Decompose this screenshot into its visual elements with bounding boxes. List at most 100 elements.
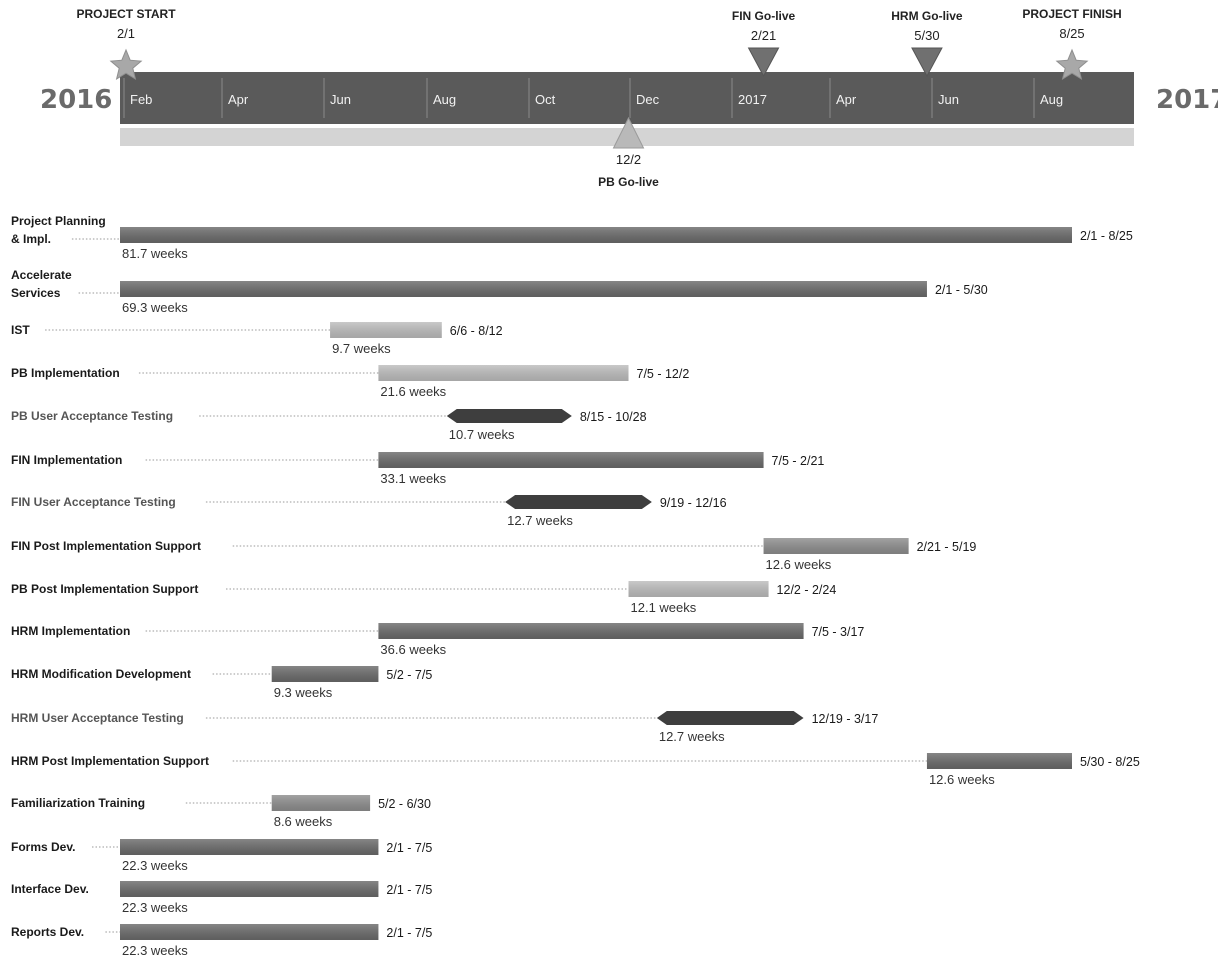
task-bar-shade [120, 227, 1072, 243]
task-bar-shade [378, 623, 804, 639]
task-rows: Project Planning & Impl. 2/1 - 8/25 81.7 we… [11, 214, 1140, 958]
task-dates: 2/1 - 7/5 [386, 841, 432, 855]
task-bar-shade [271, 795, 371, 811]
month-label: Aug [1040, 92, 1063, 107]
task-name: PB Implementation [11, 366, 120, 380]
task-dates: 2/1 - 7/5 [386, 883, 432, 897]
task-name: & Impl. [11, 232, 51, 246]
task-name: HRM Modification Development [11, 667, 191, 681]
milestone-date: 2/1 [117, 26, 135, 41]
task-name: Forms Dev. [11, 840, 75, 854]
task-row: HRM Modification Development 5/2 - 7/5 9.3… [11, 666, 432, 700]
milestone-label: PROJECT START [76, 7, 176, 21]
task-row: Interface Dev. 2/1 - 7/5 22.3 weeks [11, 881, 432, 915]
task-row: FIN User Acceptance Testing 9/19 - 12/16 1… [11, 495, 727, 528]
task-duration: 12.1 weeks [631, 600, 697, 615]
task-row: HRM Post Implementation Support 5/30 - 8/… [11, 753, 1140, 787]
month-label: 2017 [738, 92, 767, 107]
task-dates: 9/19 - 12/16 [660, 496, 727, 510]
month-label: Apr [228, 92, 249, 107]
task-duration: 36.6 weeks [380, 642, 446, 657]
task-row: Forms Dev. 2/1 - 7/5 22.3 weeks [11, 839, 432, 873]
task-bar-shade [120, 924, 379, 940]
task-dates: 7/5 - 2/21 [772, 454, 825, 468]
month-label: Dec [636, 92, 660, 107]
task-name: HRM Implementation [11, 624, 130, 638]
task-row: PB Implementation 7/5 - 12/2 21.6 weeks [11, 365, 689, 399]
task-dates: 2/1 - 7/5 [386, 926, 432, 940]
task-duration: 22.3 weeks [122, 858, 188, 873]
task-duration: 22.3 weeks [122, 900, 188, 915]
task-arrow [656, 711, 804, 725]
task-row: FIN Implementation 7/5 - 2/21 33.1 weeks [11, 452, 824, 486]
task-bar-shade [763, 538, 909, 554]
task-name: PB Post Implementation Support [11, 582, 198, 596]
month-label: Jun [938, 92, 959, 107]
task-dates: 2/1 - 8/25 [1080, 229, 1133, 243]
milestone-label: HRM Go-live [891, 9, 963, 23]
task-row: HRM Implementation 7/5 - 3/17 36.6 weeks [11, 623, 864, 657]
task-name: Familiarization Training [11, 796, 145, 810]
task-duration: 69.3 weeks [122, 300, 188, 315]
task-bar-shade [926, 753, 1072, 769]
task-dates: 7/5 - 12/2 [637, 367, 690, 381]
milestone-down-triangle-icon [911, 47, 943, 78]
milestone-label: PROJECT FINISH [1022, 7, 1121, 21]
month-label: Oct [535, 92, 556, 107]
month-label: Apr [836, 92, 857, 107]
task-duration: 8.6 weeks [274, 814, 333, 829]
milestone-star-icon [109, 48, 143, 80]
task-duration: 81.7 weeks [122, 246, 188, 261]
task-name: HRM User Acceptance Testing [11, 711, 184, 725]
task-row: IST 6/6 - 8/12 9.7 weeks [11, 322, 503, 356]
task-dates: 7/5 - 3/17 [812, 625, 865, 639]
milestone-label: FIN Go-live [732, 9, 796, 23]
task-bar-shade [378, 365, 629, 381]
task-dates: 5/2 - 6/30 [378, 797, 431, 811]
task-dates: 12/2 - 2/24 [777, 583, 837, 597]
task-row: FIN Post Implementation Support 2/21 - 5/… [11, 538, 976, 572]
task-row: PB User Acceptance Testing 8/15 - 10/28 10… [11, 409, 647, 442]
task-bar-shade [120, 839, 379, 855]
task-dates: 12/19 - 3/17 [812, 712, 879, 726]
task-duration: 12.7 weeks [659, 729, 725, 744]
task-name: Services [11, 286, 61, 300]
milestone-date: 5/30 [914, 28, 939, 43]
task-row: Reports Dev. 2/1 - 7/5 22.3 weeks [11, 924, 432, 958]
task-arrow [505, 495, 652, 509]
task-name: FIN Post Implementation Support [11, 539, 201, 553]
milestone-down-triangle-icon [747, 47, 780, 78]
task-bar-shade [120, 881, 379, 897]
milestones: PROJECT START 2/1 FIN Go-live 2/21 HRM Go-li… [76, 7, 1121, 189]
task-name: Accelerate [11, 268, 72, 282]
task-dates: 2/1 - 5/30 [935, 283, 988, 297]
task-duration: 12.7 weeks [507, 513, 573, 528]
task-dates: 2/21 - 5/19 [917, 540, 977, 554]
task-row: Accelerate Services 2/1 - 5/30 69.3 weeks [11, 268, 988, 315]
task-bar-shade [330, 322, 442, 338]
task-duration: 9.7 weeks [332, 341, 391, 356]
milestone-date: 8/25 [1059, 26, 1084, 41]
milestone-date: 12/2 [616, 152, 641, 167]
task-duration: 33.1 weeks [380, 471, 446, 486]
task-duration: 12.6 weeks [929, 772, 995, 787]
task-dates: 8/15 - 10/28 [580, 410, 647, 424]
month-label: Jun [330, 92, 351, 107]
task-bar-shade [120, 281, 927, 297]
month-label: Aug [433, 92, 456, 107]
task-name: Project Planning [11, 214, 106, 228]
task-bar-shade [378, 452, 764, 468]
year-start-label: 2016 [40, 85, 112, 115]
task-name: HRM Post Implementation Support [11, 754, 209, 768]
task-duration: 22.3 weeks [122, 943, 188, 958]
task-name: FIN Implementation [11, 453, 122, 467]
task-name: Interface Dev. [11, 882, 89, 896]
task-name: Reports Dev. [11, 925, 84, 939]
milestone-date: 2/21 [751, 28, 776, 43]
task-row: Familiarization Training 5/2 - 6/30 8.6 we… [11, 795, 431, 829]
task-bar-shade [271, 666, 379, 682]
task-bar-shade [628, 581, 769, 597]
task-duration: 21.6 weeks [380, 384, 446, 399]
month-label: Feb [130, 92, 152, 107]
